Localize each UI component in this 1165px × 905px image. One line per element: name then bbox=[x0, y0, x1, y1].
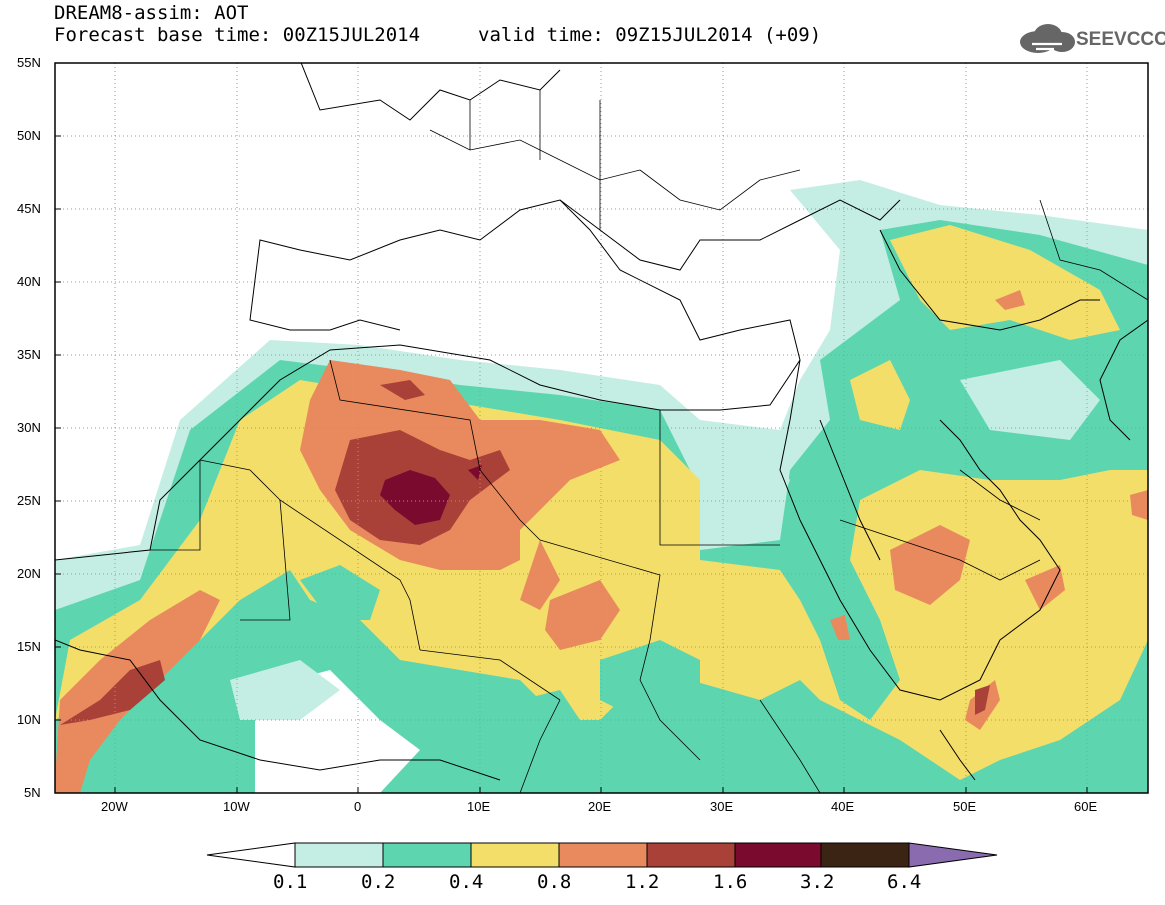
lat-label: 10N bbox=[17, 712, 41, 727]
logo-text: SEEVCCC bbox=[1076, 29, 1165, 50]
colorbar-label: 0.8 bbox=[537, 871, 572, 893]
lon-label: 20E bbox=[588, 799, 612, 814]
coastlines bbox=[55, 63, 1148, 781]
lon-label: 60E bbox=[1074, 799, 1098, 814]
colorbar bbox=[206, 842, 998, 868]
colorbar-label: 0.4 bbox=[449, 871, 484, 893]
lat-label: 45N bbox=[17, 201, 41, 216]
colorbar-swatch-2 bbox=[382, 842, 472, 868]
lon-label: 50E bbox=[953, 799, 977, 814]
colorbar-swatch-6 bbox=[734, 842, 822, 868]
lon-label: 40E bbox=[831, 799, 855, 814]
lat-label: 20N bbox=[17, 566, 41, 581]
lon-label: 0 bbox=[354, 799, 362, 814]
colorbar-label: 1.2 bbox=[625, 871, 660, 893]
country-borders bbox=[150, 90, 1148, 793]
lat-label: 40N bbox=[17, 274, 41, 289]
lat-label: 5N bbox=[24, 785, 41, 800]
colorbar-label: 3.2 bbox=[800, 871, 835, 893]
colorbar-swatch-5 bbox=[646, 842, 736, 868]
lon-label: 10W bbox=[223, 799, 250, 814]
colorbar-label: 0.1 bbox=[273, 871, 308, 893]
lat-label: 30N bbox=[17, 420, 41, 435]
colorbar-label: 1.6 bbox=[713, 871, 748, 893]
colorbar-high-arrow bbox=[908, 842, 998, 868]
map-title: DREAM8-assim: AOT bbox=[54, 2, 249, 24]
aot-contours bbox=[55, 180, 1148, 793]
aot-contour-1-6 bbox=[380, 470, 450, 525]
lat-label: 25N bbox=[17, 493, 41, 508]
colorbar-label: 6.4 bbox=[887, 871, 922, 893]
colorbar-label: 0.2 bbox=[361, 871, 396, 893]
axis-ticks bbox=[55, 62, 1088, 794]
colorbar-low-arrow bbox=[206, 842, 296, 868]
lon-label: 30E bbox=[710, 799, 734, 814]
lat-label: 50N bbox=[17, 128, 41, 143]
colorbar-swatch-7 bbox=[820, 842, 910, 868]
lon-label: 20W bbox=[101, 799, 128, 814]
forecast-base-time: Forecast base time: 00Z15JUL2014 bbox=[54, 24, 421, 46]
lat-label: 55N bbox=[17, 55, 41, 70]
colorbar-swatch-1 bbox=[294, 842, 384, 868]
lat-label: 35N bbox=[17, 347, 41, 362]
lat-label: 15N bbox=[17, 639, 41, 654]
cloud-icon bbox=[1020, 24, 1075, 53]
logo-cloud-icon bbox=[1020, 24, 1075, 53]
lon-label: 10E bbox=[467, 799, 491, 814]
colorbar-swatch-3 bbox=[470, 842, 560, 868]
colorbar-swatch-4 bbox=[558, 842, 648, 868]
valid-time: valid time: 09Z15JUL2014 (+09) bbox=[478, 24, 822, 46]
graticule bbox=[55, 63, 1148, 793]
